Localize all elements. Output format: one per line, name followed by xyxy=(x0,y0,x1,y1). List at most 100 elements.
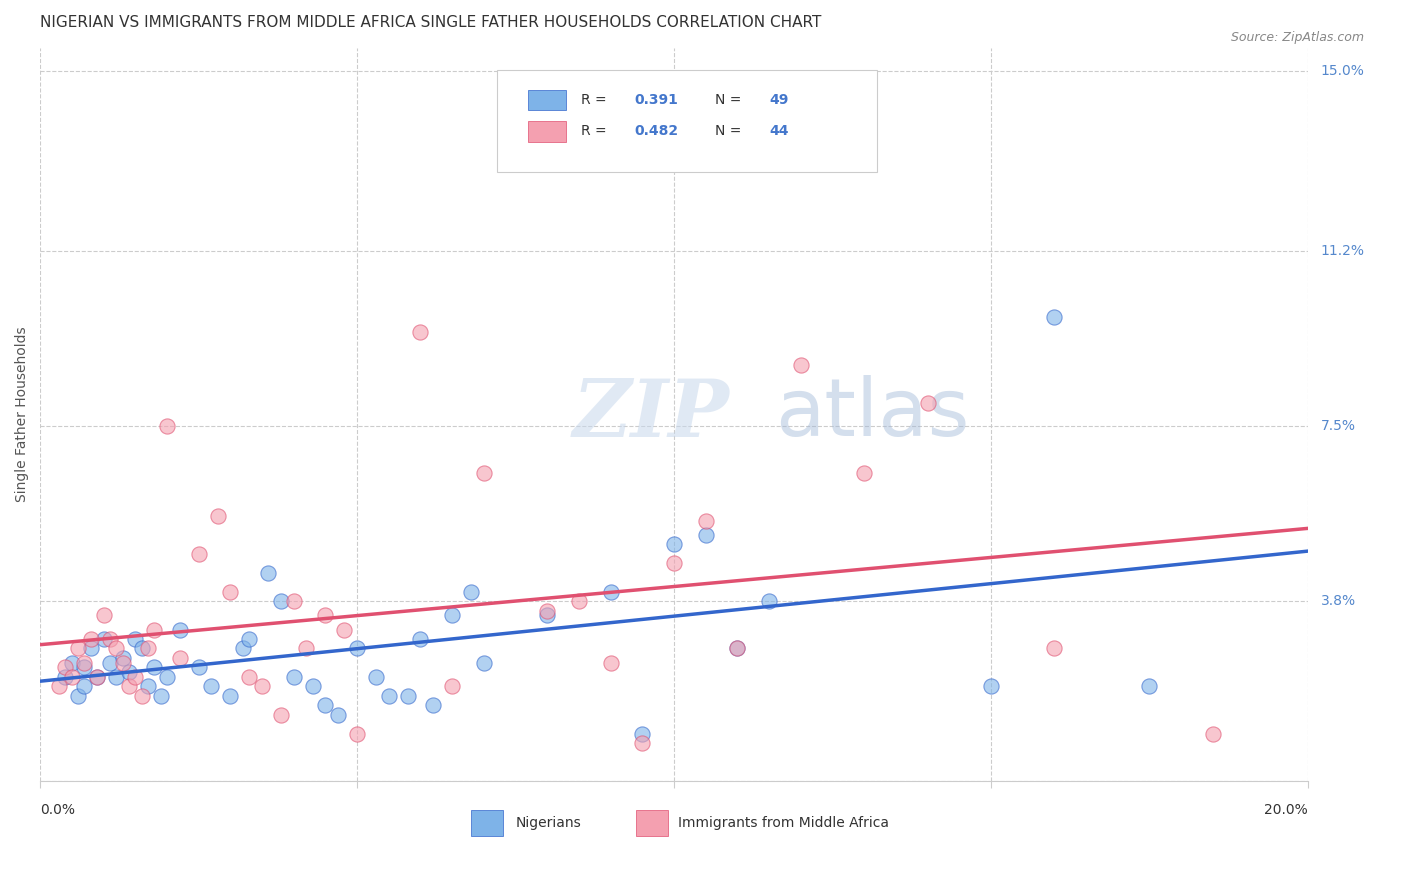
Point xyxy=(472,656,495,670)
Text: 11.2%: 11.2% xyxy=(1320,244,1365,258)
FancyBboxPatch shape xyxy=(496,70,877,172)
Point xyxy=(73,656,96,670)
Text: atlas: atlas xyxy=(776,376,970,453)
Text: 0.0%: 0.0% xyxy=(41,803,75,817)
Text: ZIP: ZIP xyxy=(572,376,730,453)
Point xyxy=(60,670,83,684)
Point xyxy=(250,679,273,693)
Text: NIGERIAN VS IMMIGRANTS FROM MIDDLE AFRICA SINGLE FATHER HOUSEHOLDS CORRELATION C: NIGERIAN VS IMMIGRANTS FROM MIDDLE AFRIC… xyxy=(41,15,821,30)
Point xyxy=(93,608,115,623)
Point xyxy=(441,679,464,693)
Text: 3.8%: 3.8% xyxy=(1320,594,1355,608)
Point xyxy=(472,467,495,481)
Point xyxy=(67,689,90,703)
Text: 49: 49 xyxy=(769,93,789,107)
Text: 15.0%: 15.0% xyxy=(1320,64,1365,78)
Point xyxy=(536,608,558,623)
Point xyxy=(55,670,77,684)
Text: 44: 44 xyxy=(769,124,789,138)
Point xyxy=(346,726,368,740)
Point xyxy=(725,641,748,656)
Point xyxy=(396,689,419,703)
Point xyxy=(238,632,260,646)
Point xyxy=(790,358,813,372)
Point xyxy=(136,679,159,693)
Point xyxy=(124,632,146,646)
FancyBboxPatch shape xyxy=(636,810,668,836)
Point xyxy=(441,608,464,623)
Text: Nigerians: Nigerians xyxy=(516,816,581,830)
Point xyxy=(364,670,387,684)
Point xyxy=(131,689,153,703)
Point xyxy=(695,514,717,528)
Point xyxy=(67,641,90,656)
Point xyxy=(118,679,141,693)
Point xyxy=(725,641,748,656)
Text: 0.391: 0.391 xyxy=(634,93,679,107)
FancyBboxPatch shape xyxy=(529,121,567,142)
Point xyxy=(333,623,356,637)
Point xyxy=(409,632,432,646)
Point xyxy=(156,419,179,434)
Point xyxy=(536,604,558,618)
Point xyxy=(980,679,1002,693)
Point xyxy=(187,660,209,674)
Point xyxy=(48,679,70,693)
Point xyxy=(1202,726,1225,740)
Point xyxy=(409,325,432,339)
Text: R =: R = xyxy=(582,124,612,138)
Point xyxy=(86,670,108,684)
Point xyxy=(207,509,229,524)
Point xyxy=(105,670,128,684)
Point xyxy=(270,594,292,608)
Point xyxy=(156,670,179,684)
Text: 20.0%: 20.0% xyxy=(1264,803,1308,817)
Point xyxy=(232,641,254,656)
Point xyxy=(143,623,166,637)
Point xyxy=(917,395,939,409)
Point xyxy=(169,623,191,637)
Point xyxy=(149,689,172,703)
Point xyxy=(80,632,103,646)
Point xyxy=(200,679,222,693)
Point xyxy=(73,679,96,693)
Point xyxy=(314,698,336,713)
Point xyxy=(143,660,166,674)
Text: N =: N = xyxy=(714,93,745,107)
Point xyxy=(219,689,242,703)
Point xyxy=(169,651,191,665)
Point xyxy=(124,670,146,684)
Point xyxy=(378,689,401,703)
Point xyxy=(131,641,153,656)
Point xyxy=(1139,679,1161,693)
Point xyxy=(599,584,621,599)
Point xyxy=(257,566,280,580)
Point xyxy=(1043,310,1066,325)
Point xyxy=(422,698,444,713)
FancyBboxPatch shape xyxy=(471,810,503,836)
Point xyxy=(219,584,242,599)
Point xyxy=(568,594,591,608)
Text: N =: N = xyxy=(714,124,745,138)
Point xyxy=(631,726,654,740)
Point xyxy=(283,594,305,608)
Point xyxy=(346,641,368,656)
Point xyxy=(758,594,780,608)
Point xyxy=(93,632,115,646)
Point xyxy=(270,707,292,722)
Y-axis label: Single Father Households: Single Father Households xyxy=(15,326,30,502)
Point xyxy=(111,651,134,665)
Point xyxy=(662,557,685,571)
Point xyxy=(314,608,336,623)
Point xyxy=(98,656,121,670)
Point xyxy=(60,656,83,670)
Point xyxy=(599,656,621,670)
Point xyxy=(662,537,685,551)
Point xyxy=(238,670,260,684)
Point xyxy=(86,670,108,684)
Point xyxy=(80,641,103,656)
Point xyxy=(631,736,654,750)
Point xyxy=(301,679,323,693)
Text: 7.5%: 7.5% xyxy=(1320,419,1355,434)
Point xyxy=(460,584,482,599)
